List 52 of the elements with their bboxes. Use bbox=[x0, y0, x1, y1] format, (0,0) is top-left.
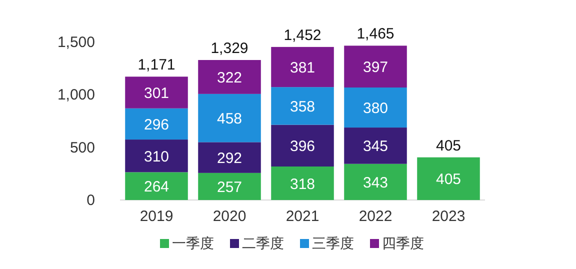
legend-label: 四季度 bbox=[382, 235, 424, 251]
total-label: 1,452 bbox=[284, 26, 322, 44]
bar bbox=[344, 128, 407, 164]
bar bbox=[125, 108, 188, 140]
data-label: 345 bbox=[362, 138, 388, 156]
x-tick-label: 2021 bbox=[286, 208, 320, 225]
bar bbox=[125, 172, 188, 200]
data-label: 310 bbox=[144, 148, 170, 166]
data-label: 301 bbox=[144, 85, 170, 102]
bar bbox=[125, 140, 188, 172]
x-tick-label: 2023 bbox=[432, 208, 466, 225]
x-tick-label: 2022 bbox=[358, 208, 392, 225]
x-tick-label: 2020 bbox=[212, 208, 246, 225]
bar bbox=[198, 172, 261, 200]
bar bbox=[198, 142, 261, 173]
bar bbox=[344, 164, 407, 200]
bar bbox=[125, 76, 188, 108]
total-label: 405 bbox=[436, 137, 462, 154]
data-label: 296 bbox=[144, 116, 170, 134]
data-label: 264 bbox=[144, 178, 170, 196]
data-label: 396 bbox=[290, 138, 316, 156]
total-label: 1,465 bbox=[356, 26, 394, 43]
bar bbox=[271, 46, 334, 88]
legend-label: 一季度 bbox=[172, 235, 214, 251]
data-label: 405 bbox=[436, 171, 462, 188]
data-label: 381 bbox=[290, 60, 316, 77]
total-label: 1,171 bbox=[138, 56, 176, 74]
data-label: 380 bbox=[362, 100, 388, 118]
data-label: 358 bbox=[290, 98, 316, 116]
data-label: 458 bbox=[216, 110, 242, 128]
data-label: 292 bbox=[216, 150, 242, 168]
data-label: 322 bbox=[216, 69, 242, 86]
data-label: 257 bbox=[216, 178, 242, 196]
data-label: 343 bbox=[362, 174, 388, 192]
legend-label: 二季度 bbox=[242, 235, 284, 251]
bar bbox=[271, 87, 334, 125]
y-tick-label: 1,500 bbox=[57, 34, 95, 51]
y-tick-label: 1,000 bbox=[57, 86, 95, 104]
y-tick-label: 500 bbox=[70, 139, 95, 156]
x-tick-label: 2019 bbox=[140, 208, 174, 225]
bar bbox=[417, 157, 480, 200]
bar bbox=[344, 88, 407, 128]
data-label: 318 bbox=[290, 176, 316, 193]
bar bbox=[271, 166, 334, 200]
bar bbox=[271, 124, 334, 167]
y-tick-label: 0 bbox=[86, 192, 95, 209]
bar bbox=[198, 94, 261, 142]
bar bbox=[344, 46, 407, 88]
bar bbox=[198, 60, 261, 94]
data-label: 397 bbox=[362, 59, 388, 76]
total-label: 1,329 bbox=[210, 40, 248, 58]
legend-label: 三季度 bbox=[312, 235, 354, 251]
